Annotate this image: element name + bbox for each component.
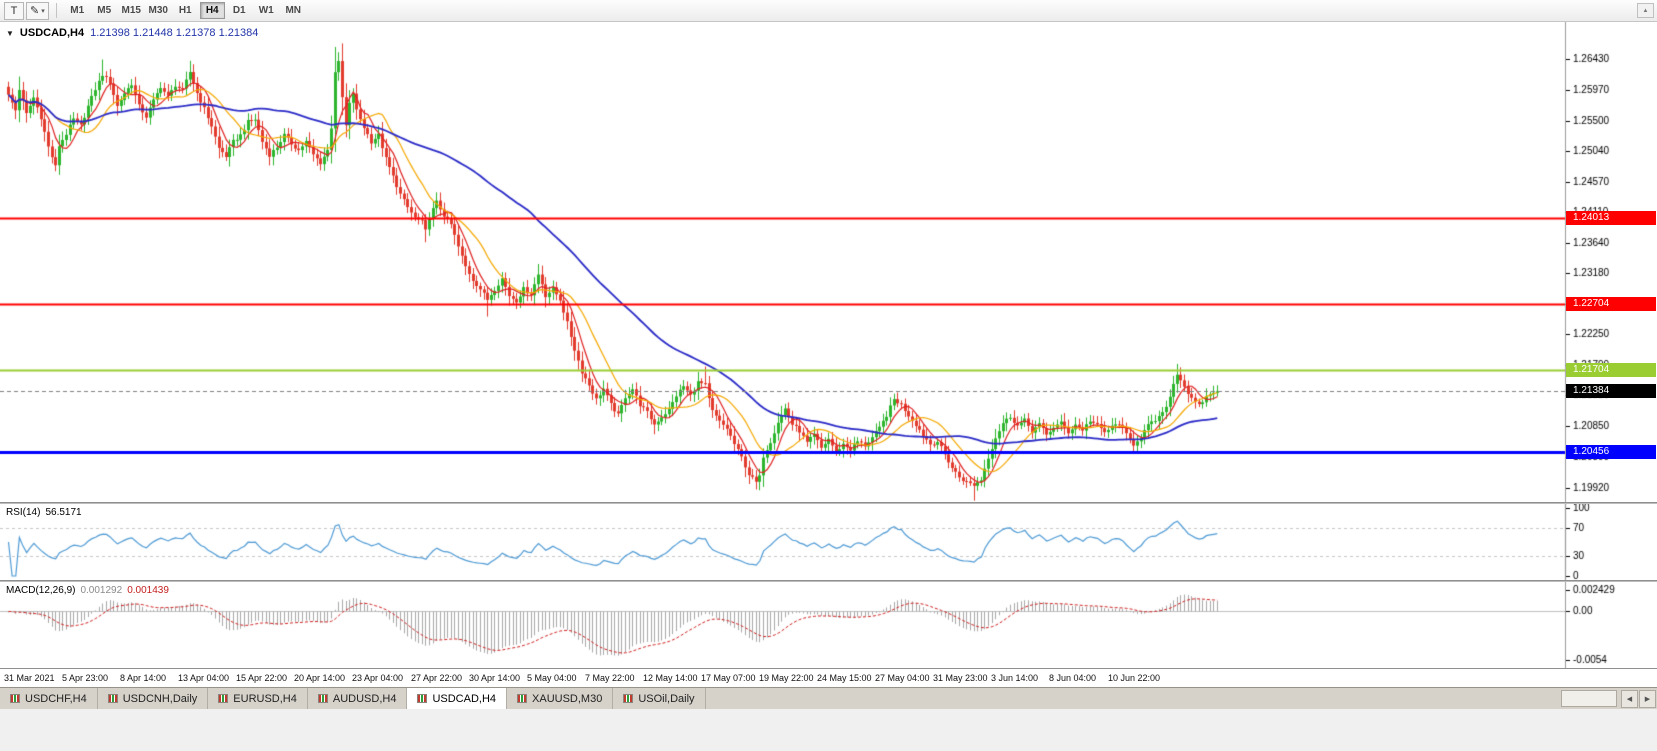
macd-indicator-label: MACD(12,26,9) 0.001292 0.001439 [6, 585, 169, 596]
timeframe-button-mn[interactable]: MN [281, 2, 306, 19]
chart-tabs: USDCHF,H4 USDCNH,Daily EURUSD,H4 AUDUSD,H4 U… [0, 688, 706, 709]
chart-tab-icon [107, 694, 118, 703]
timeframe-button-m5[interactable]: M5 [92, 2, 117, 19]
pencil-icon: ✎ [30, 5, 40, 17]
main-chart-canvas[interactable] [0, 22, 1657, 502]
time-axis-separator [0, 668, 1657, 669]
time-axis-label: 23 Apr 04:00 [352, 673, 404, 683]
rsi-name: RSI(14) [6, 507, 41, 518]
chart-tab-label: USDCAD,H4 [432, 692, 497, 705]
chart-tab-icon [10, 694, 20, 703]
window-background [0, 709, 1657, 751]
timeframe-button-d1[interactable]: D1 [227, 2, 252, 19]
chart-tab-label: USDCNH,Daily [122, 692, 198, 705]
toolbar: T ✎ ▾ M1 M5 M15 M30 H1 H4 D1 W1 MN ▲ [0, 0, 1657, 22]
time-axis-label: 24 May 15:00 [817, 673, 872, 683]
time-axis-label: 12 May 14:00 [643, 673, 698, 683]
chart-tab-label: EURUSD,H4 [233, 692, 297, 705]
macd-main-value: 0.001292 [80, 585, 123, 596]
chart-tab-label: AUDUSD,H4 [332, 692, 397, 705]
draw-tool-button[interactable]: ✎ ▾ [26, 1, 49, 20]
chevron-down-icon: ▾ [41, 7, 45, 15]
chart-tab-icon [517, 694, 528, 703]
tab-scrollbar: ◀ ▶ [1561, 688, 1657, 709]
left-arrow-icon: ◀ [1626, 695, 1633, 703]
time-axis-label: 13 Apr 04:00 [178, 673, 230, 683]
time-axis-label: 3 Jun 14:00 [991, 673, 1039, 683]
time-axis-label: 8 Apr 14:00 [120, 673, 167, 683]
time-axis-label: 17 May 07:00 [701, 673, 756, 683]
chart-tab-label: USOil,Daily [638, 692, 695, 705]
chart-tab-eurusd-h4[interactable]: EURUSD,H4 [208, 688, 308, 709]
chart-tab-bar: USDCHF,H4 USDCNH,Daily EURUSD,H4 AUDUSD,H4 U… [0, 687, 1657, 709]
timeframe-button-m1[interactable]: M1 [65, 2, 90, 19]
toolbar-scroll-up-button[interactable]: ▲ [1637, 3, 1654, 18]
chart-symbol-period: USDCAD,H4 [19, 27, 85, 39]
time-axis-label: 20 Apr 14:00 [294, 673, 346, 683]
tab-scrollbar-thumb[interactable] [1561, 690, 1617, 707]
panel-separator[interactable] [0, 580, 1657, 582]
time-axis-label: 27 Apr 22:00 [411, 673, 463, 683]
macd-name: MACD(12,26,9) [6, 585, 76, 596]
timeframe-button-group: M1 M5 M15 M30 H1 H4 D1 W1 MN [64, 2, 307, 19]
chart-tool-button[interactable]: T [4, 1, 24, 20]
time-axis-label: 7 May 22:00 [585, 673, 635, 683]
chart-tab-usdcnh-daily[interactable]: USDCNH,Daily [98, 688, 209, 709]
rsi-indicator-label: RSI(14) 56.5171 [6, 507, 82, 518]
chart-tab-label: USDCHF,H4 [25, 692, 87, 705]
time-axis-label: 5 Apr 23:00 [62, 673, 109, 683]
rsi-indicator-canvas[interactable] [0, 504, 1657, 580]
time-axis[interactable]: 31 Mar 2021 5 Apr 23:00 8 Apr 14:00 13 Apr … [0, 669, 1657, 687]
chart-tab-icon [317, 694, 328, 703]
timeframe-button-w1[interactable]: W1 [254, 2, 279, 19]
chart-tab-xauusd-m30[interactable]: XAUUSD,M30 [507, 688, 614, 709]
time-axis-label: 5 May 04:00 [527, 673, 577, 683]
chart-tab-icon [218, 694, 229, 703]
timeframe-button-m30[interactable]: M30 [146, 2, 171, 19]
time-axis-label: 27 May 04:00 [875, 673, 930, 683]
macd-indicator-canvas[interactable] [0, 582, 1657, 668]
time-axis-label: 10 Jun 22:00 [1108, 673, 1161, 683]
toolbar-separator [55, 3, 57, 18]
chart-tab-icon [417, 694, 428, 703]
timeframe-button-h1[interactable]: H1 [173, 2, 198, 19]
chart-tab-usoil-daily[interactable]: USOil,Daily [613, 688, 706, 709]
time-axis-label: 8 Jun 04:00 [1049, 673, 1097, 683]
chart-dropdown-icon[interactable]: ▼ [6, 28, 14, 38]
up-arrow-icon: ▲ [1642, 7, 1649, 14]
macd-signal-value: 0.001439 [127, 585, 169, 596]
time-axis-label: 30 Apr 14:00 [469, 673, 521, 683]
chart-title: ▼ USDCAD,H4 1.21398 1.21448 1.21378 1.21… [6, 27, 258, 39]
timeframe-button-h4[interactable]: H4 [199, 2, 225, 19]
panel-separator[interactable] [0, 502, 1657, 504]
time-axis-label: 15 Apr 22:00 [236, 673, 288, 683]
rsi-value: 56.5171 [45, 507, 82, 518]
tab-scroll-right-button[interactable]: ▶ [1639, 689, 1656, 708]
chart-tab-icon [623, 694, 634, 703]
chart-tab-usdchf-h4[interactable]: USDCHF,H4 [0, 688, 98, 709]
chart-tab-label: XAUUSD,M30 [532, 692, 603, 705]
timeframe-button-m15[interactable]: M15 [119, 2, 144, 19]
chart-tab-usdcad-h4[interactable]: USDCAD,H4 [407, 688, 508, 709]
chart-tool-icon: T [10, 4, 18, 17]
time-axis-label: 19 May 22:00 [759, 673, 814, 683]
chart-tab-audusd-h4[interactable]: AUDUSD,H4 [308, 688, 408, 709]
right-arrow-icon: ▶ [1644, 695, 1651, 703]
time-axis-label: 31 Mar 2021 [4, 673, 55, 683]
tab-scroll-left-button[interactable]: ◀ [1621, 689, 1638, 708]
time-axis-label: 31 May 23:00 [933, 673, 988, 683]
chart-ohlc-quote: 1.21398 1.21448 1.21378 1.21384 [90, 27, 259, 39]
